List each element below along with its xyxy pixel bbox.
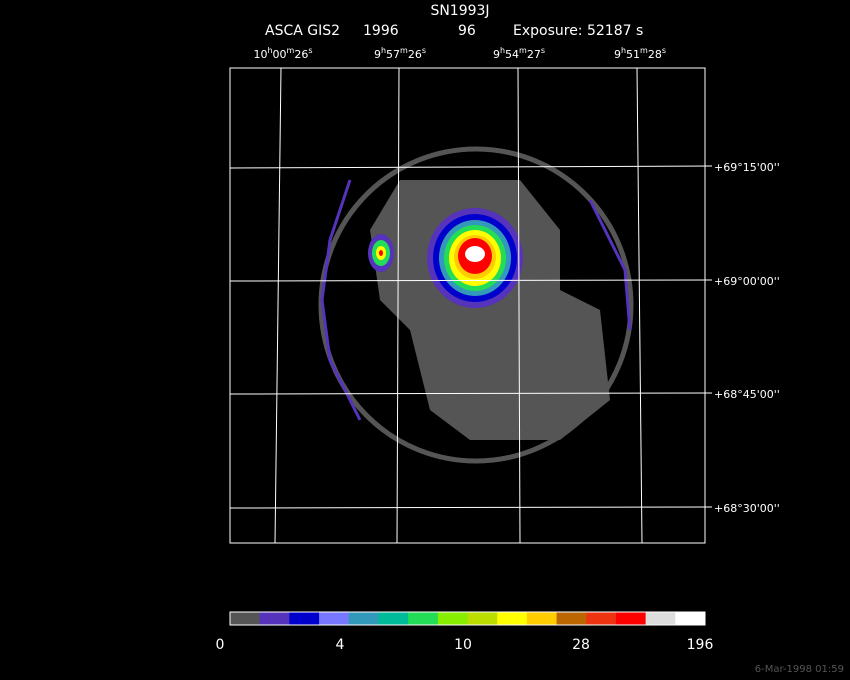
colorbar-label: 0 [216, 637, 225, 653]
grid-line [229, 279, 713, 282]
grid-line [274, 67, 282, 544]
ra-value: 27 [527, 48, 541, 61]
subtitle-part: Exposure: 52187 s [513, 23, 643, 39]
ra-value: 51 [626, 48, 640, 61]
dec-label: +69°15'00'' [714, 161, 780, 174]
colorbar-label: 10 [454, 637, 472, 653]
ra-unit: m [287, 46, 295, 55]
colorbar-swatch [378, 612, 409, 625]
grid-line [229, 165, 713, 169]
colorbar-swatch [467, 612, 498, 625]
timestamp: 6-Mar-1998 01:59 [755, 664, 844, 675]
ra-label: 9h54m27s [493, 46, 545, 61]
ra-value: 57 [386, 48, 400, 61]
ra-value: 00 [273, 48, 287, 61]
colorbar-swatch [348, 612, 379, 625]
colorbar-label: 4 [336, 637, 345, 653]
ra-value: 26 [294, 48, 308, 61]
grid-line [396, 67, 400, 544]
grid-line [229, 392, 713, 395]
plot-frame [229, 67, 706, 544]
ring-edge [320, 179, 362, 421]
colorbar-swatch [586, 612, 617, 625]
ra-unit: s [541, 46, 545, 55]
source-peak [465, 246, 485, 262]
ra-value: 10 [253, 48, 267, 61]
ra-value: 54 [505, 48, 519, 61]
source2-peak [379, 250, 383, 256]
colorbar-swatch [437, 612, 468, 625]
colorbar-label: 28 [572, 637, 590, 653]
colorbar-swatch [319, 612, 350, 625]
ra-value: 9 [374, 48, 381, 61]
colorbar-swatch [615, 612, 647, 625]
colorbar-label: 196 [687, 637, 714, 653]
ra-unit: h [621, 46, 626, 55]
grid-line [229, 506, 713, 509]
ra-label: 10h00m26s [253, 46, 312, 61]
grid-line [517, 67, 521, 544]
ra-label: 9h51m28s [614, 46, 666, 61]
ra-unit: s [422, 46, 426, 55]
ring-edge [588, 199, 632, 331]
colorbar-swatch [289, 612, 320, 625]
colorbar-swatch [259, 612, 290, 625]
dec-label: +69°00'00'' [714, 275, 780, 288]
subtitle-part: 96 [458, 23, 476, 39]
colorbar-swatch [645, 612, 676, 625]
ra-label: 9h57m26s [374, 46, 426, 61]
subtitle-part: ASCA GIS2 [265, 23, 340, 39]
colorbar-frame [229, 611, 706, 626]
ra-unit: m [400, 46, 408, 55]
colorbar-swatch [526, 612, 558, 625]
ra-unit: s [662, 46, 666, 55]
detector-ring [318, 146, 634, 464]
coordinate-grid [229, 67, 713, 544]
dec-label: +68°30'00'' [714, 502, 780, 515]
ra-value: 26 [408, 48, 422, 61]
colorbar-swatch [497, 612, 528, 625]
ra-value: 28 [648, 48, 662, 61]
ra-unit: h [381, 46, 386, 55]
subtitle-part: 1996 [363, 23, 399, 39]
grid-line [636, 67, 643, 544]
ra-value: 9 [493, 48, 500, 61]
ra-unit: h [500, 46, 505, 55]
colorbar-swatch [556, 612, 587, 625]
title: SN1993J [430, 3, 489, 19]
ra-unit: h [267, 46, 272, 55]
colorbar-swatch [230, 612, 261, 625]
colorbar-swatch [675, 612, 706, 625]
ra-unit: s [308, 46, 312, 55]
dec-label: +68°45'00'' [714, 388, 780, 401]
ra-unit: m [640, 46, 648, 55]
ra-unit: m [519, 46, 527, 55]
colorbar-swatch [408, 612, 439, 625]
ra-value: 9 [614, 48, 621, 61]
